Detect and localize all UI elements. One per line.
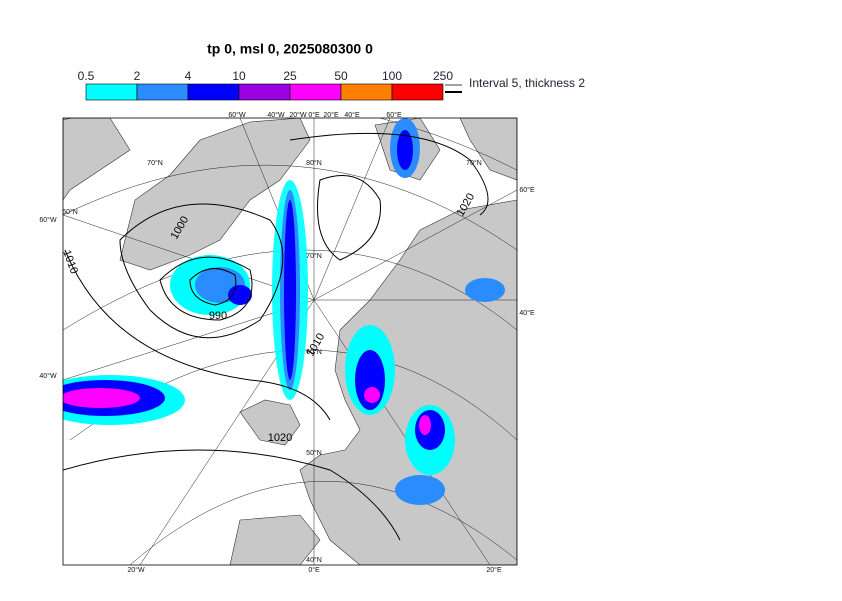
isobar <box>64 249 331 421</box>
isobar <box>159 256 253 321</box>
map-frame <box>62 117 518 566</box>
colorbar-segment <box>289 83 342 101</box>
lon-label: 60°E <box>386 111 402 119</box>
colorbar-segment <box>187 83 240 101</box>
isobar <box>119 203 284 339</box>
greenland <box>119 118 311 271</box>
map <box>63 118 517 565</box>
lat-label: 80°N <box>306 159 322 167</box>
colorbar-label: 10 <box>232 69 246 83</box>
lon-label: 40°E <box>344 111 360 119</box>
lon-label: 60°E <box>519 186 535 194</box>
lat-label: 40°N <box>306 556 322 564</box>
lon-label: 20°W <box>127 566 145 574</box>
colorbar-label: 2 <box>134 69 141 83</box>
lat-label: 60°N <box>306 348 322 356</box>
iceland <box>239 399 301 446</box>
isobar-label: 1020 <box>268 432 292 444</box>
colorbar-label: 25 <box>283 69 297 83</box>
precipitation <box>63 118 505 505</box>
europe <box>299 199 517 565</box>
lat-label: 60°N <box>62 208 78 216</box>
lon-label: 60°W <box>39 216 57 224</box>
legend-note: Interval 5, thickness 2 <box>469 76 585 90</box>
colorbar-segment <box>340 83 393 101</box>
isobar-label: 990 <box>209 310 227 322</box>
lat-label: 70°N <box>466 159 482 167</box>
lon-label: 20°W <box>289 111 307 119</box>
isobar <box>63 449 401 541</box>
lon-label: 40°W <box>267 111 285 119</box>
colorbar-label: 0.5 <box>78 69 95 83</box>
colorbar-label: 50 <box>334 69 348 83</box>
colorbar-segment <box>238 83 291 101</box>
lon-label: 20°E <box>323 111 339 119</box>
iberia <box>229 514 321 565</box>
colorbar-label: 4 <box>185 69 192 83</box>
canada <box>63 118 131 201</box>
lon-label: 40°W <box>39 372 57 380</box>
colorbar-segment <box>136 83 189 101</box>
title: tp 0, msl 0, 2025080300 0 <box>207 41 373 57</box>
lat-label: 70°N <box>147 159 163 167</box>
colorbar-segment <box>391 83 444 101</box>
isobar <box>189 268 237 306</box>
colorbar: 0.5 2 4 10 25 50 100 250 <box>78 69 453 101</box>
lon-label: 20°E <box>486 566 502 574</box>
isobar <box>317 175 381 261</box>
novaya-zemlya <box>459 118 517 181</box>
isobar <box>289 132 489 216</box>
lon-label: 0°E <box>308 111 320 119</box>
lon-label: 60°W <box>228 111 246 119</box>
colorbar-label: 250 <box>433 69 453 83</box>
colorbar-segment <box>85 83 138 101</box>
colorbar-label: 100 <box>382 69 402 83</box>
lat-label: 50°N <box>306 449 322 457</box>
lon-label: 40°E <box>519 309 535 317</box>
graticule-lon <box>63 118 517 565</box>
lat-label: 70°N <box>306 252 322 260</box>
lon-label: 0°E <box>308 566 320 574</box>
